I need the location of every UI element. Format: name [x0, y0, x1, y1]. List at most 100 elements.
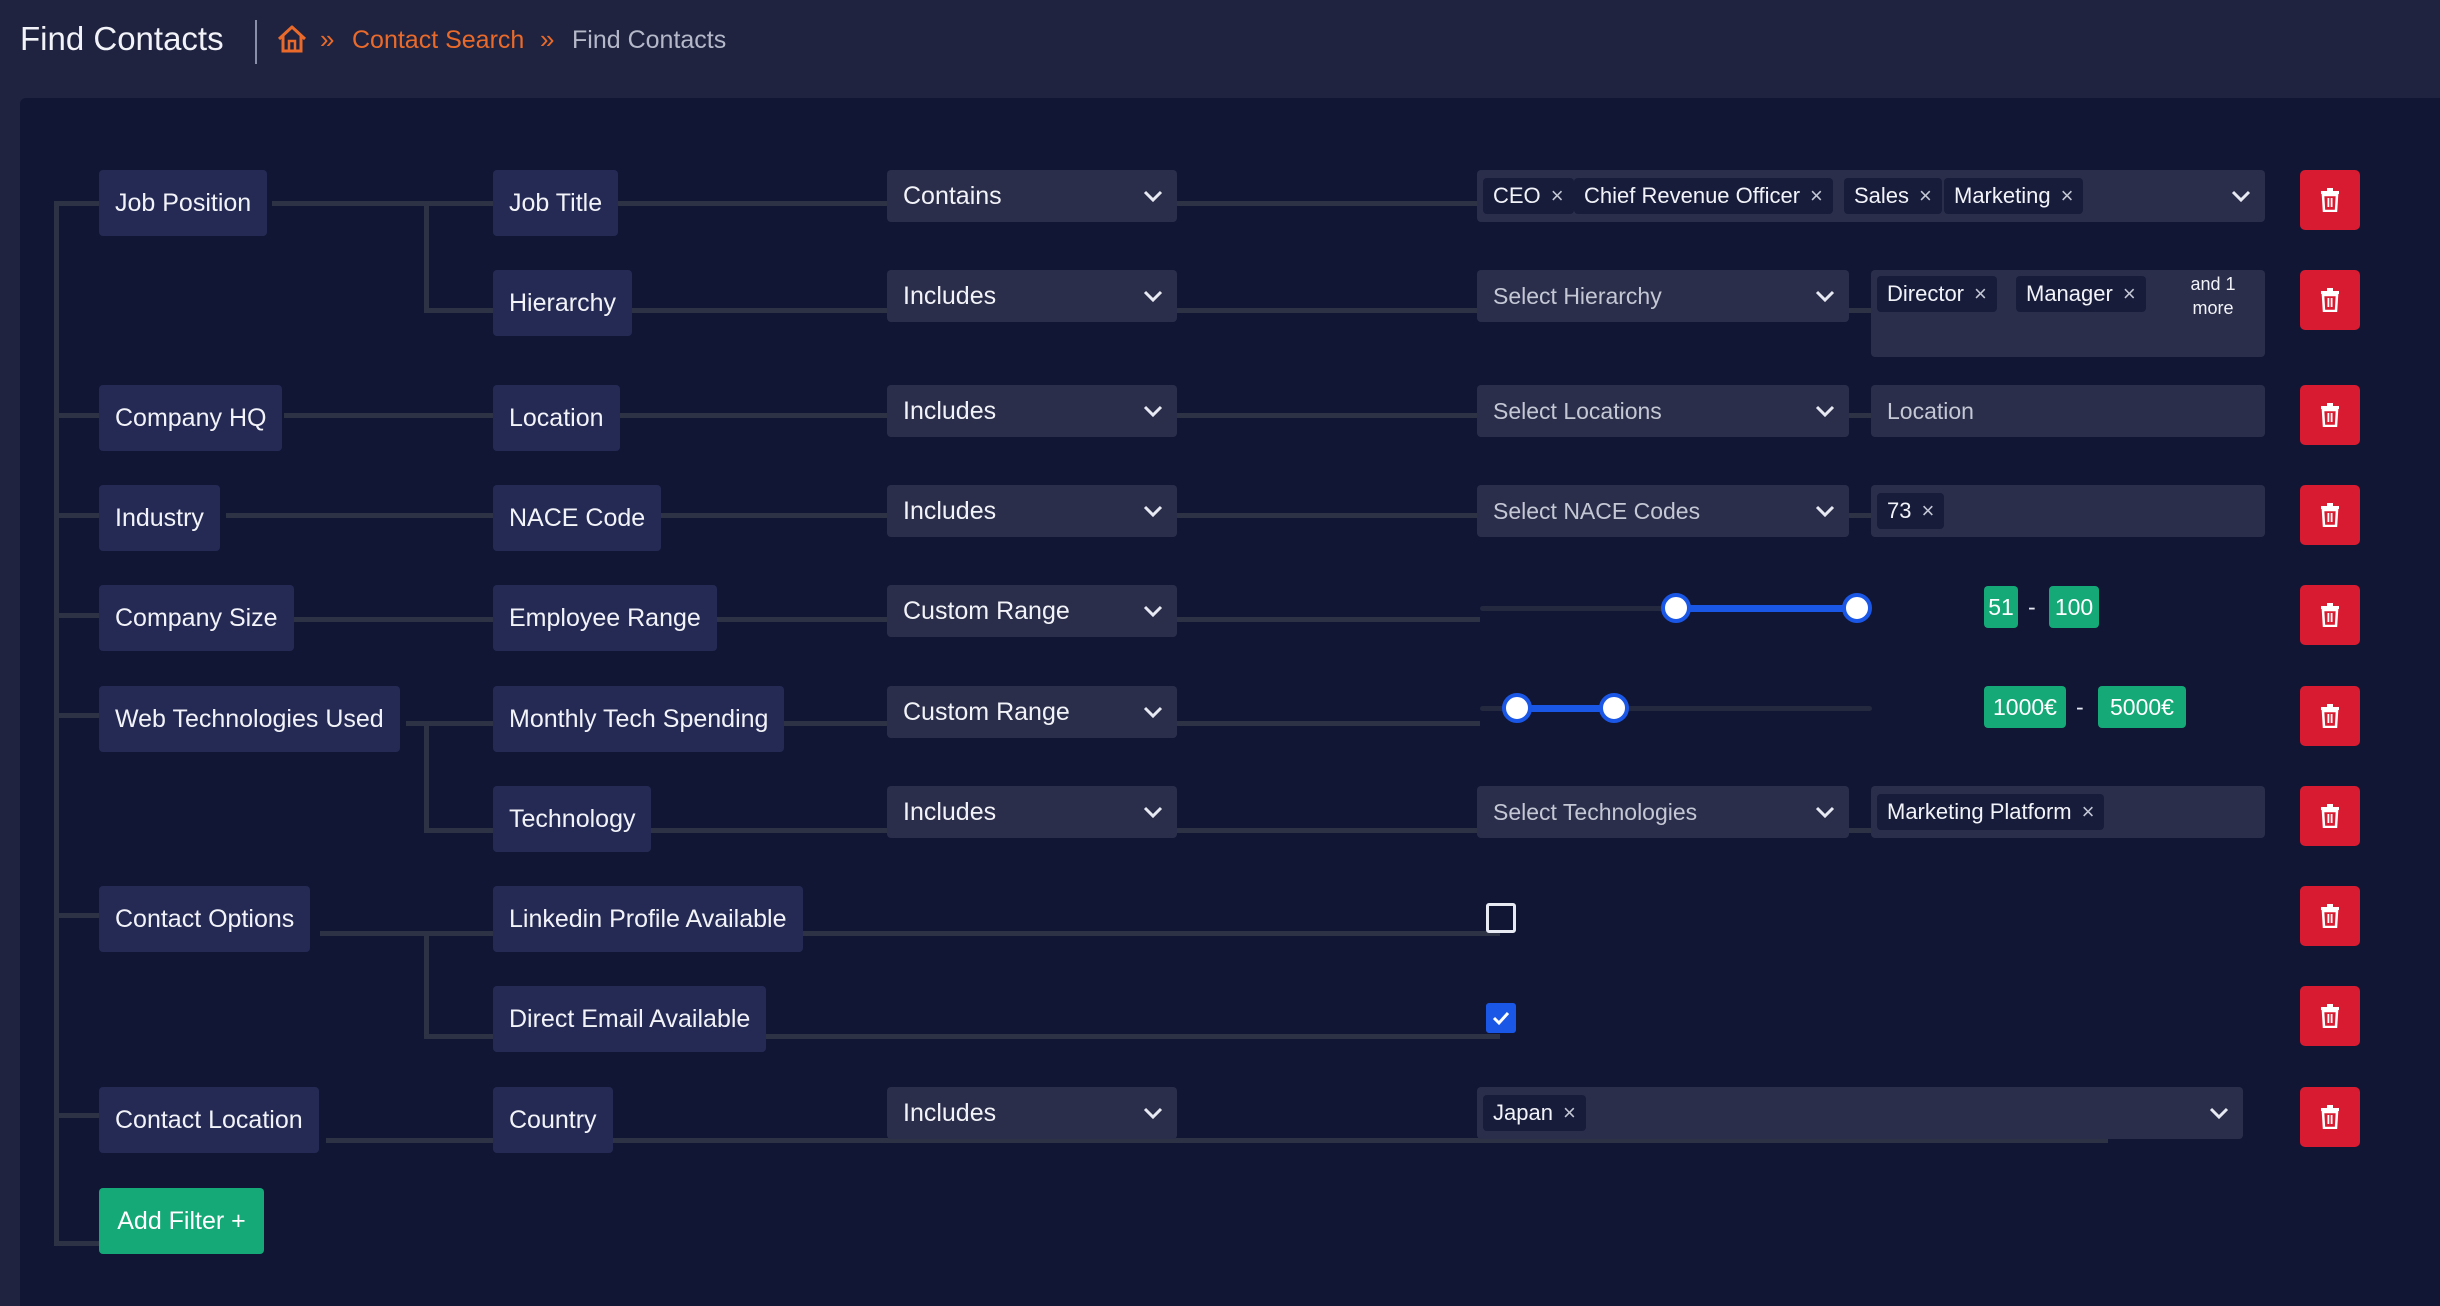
remove-tag-icon[interactable]: ×: [2081, 799, 2095, 824]
trash-icon: [2321, 1105, 2339, 1129]
job-title-tag-select[interactable]: CEO × Chief Revenue Officer × Sales × Marke…: [1477, 170, 2265, 222]
employee-range-slider[interactable]: [1480, 580, 1872, 636]
operator-select-location[interactable]: Includes: [887, 385, 1177, 437]
operator-select-country[interactable]: Includes: [887, 1087, 1177, 1139]
chevron-down-icon: [1143, 806, 1163, 818]
operator-value: Includes: [903, 281, 997, 310]
filter-field-location[interactable]: Location: [493, 385, 620, 451]
filter-category-company-hq[interactable]: Company HQ: [99, 385, 283, 451]
direct-email-checkbox[interactable]: [1486, 1003, 1516, 1033]
tag-chief-revenue-officer: Chief Revenue Officer ×: [1574, 178, 1833, 214]
filter-field-direct-email[interactable]: Direct Email Available: [493, 986, 767, 1052]
technology-tag-box[interactable]: Marketing Platform ×: [1871, 786, 2265, 838]
chevron-down-icon: [1143, 405, 1163, 417]
slider-max-handle[interactable]: [1842, 593, 1872, 623]
delete-filter-button[interactable]: [2300, 786, 2360, 846]
chevron-down-icon: [1815, 405, 1835, 417]
remove-tag-icon[interactable]: ×: [1921, 498, 1935, 523]
remove-tag-icon[interactable]: ×: [1550, 183, 1564, 208]
tree-trunk-line: [54, 201, 59, 1246]
delete-filter-button[interactable]: [2300, 986, 2360, 1046]
tech-spending-slider[interactable]: [1480, 680, 1872, 736]
tag-japan: Japan ×: [1483, 1095, 1586, 1131]
technologies-select-placeholder: Select Technologies: [1493, 798, 1698, 825]
trash-icon: [2321, 403, 2339, 427]
filter-field-job-title[interactable]: Job Title: [493, 170, 619, 236]
operator-value: Includes: [903, 1098, 997, 1127]
row-connector-line: [424, 308, 1984, 313]
tag-manager: Manager ×: [2016, 276, 2146, 312]
hierarchy-select[interactable]: Select Hierarchy: [1477, 270, 1849, 322]
sub-branch-line: [424, 931, 429, 1039]
nace-codes-select[interactable]: Select NACE Codes: [1477, 485, 1849, 537]
filter-field-linkedin-profile[interactable]: Linkedin Profile Available: [493, 886, 803, 952]
chevron-down-icon: [1143, 605, 1163, 617]
filter-category-industry[interactable]: Industry: [99, 485, 220, 551]
operator-value: Includes: [903, 496, 997, 525]
filter-category-contact-options[interactable]: Contact Options: [99, 886, 311, 952]
slider-fill: [1517, 705, 1614, 712]
add-filter-button[interactable]: Add Filter +: [99, 1188, 264, 1254]
chevron-down-icon: [1815, 505, 1835, 517]
remove-tag-icon[interactable]: ×: [2122, 281, 2136, 306]
location-input[interactable]: Location: [1871, 385, 2265, 437]
filter-category-job-position[interactable]: Job Position: [99, 170, 268, 236]
locations-select[interactable]: Select Locations: [1477, 385, 1849, 437]
operator-select-tech-spending[interactable]: Custom Range: [887, 686, 1177, 738]
delete-filter-button[interactable]: [2300, 170, 2360, 230]
breadcrumb-link-contact-search[interactable]: Contact Search: [352, 26, 525, 54]
filter-field-monthly-tech-spending[interactable]: Monthly Tech Spending: [493, 686, 785, 752]
delete-filter-button[interactable]: [2300, 1087, 2360, 1147]
breadcrumb-current: Find Contacts: [572, 26, 727, 54]
operator-select-job-title[interactable]: Contains: [887, 170, 1177, 222]
slider-min-handle[interactable]: [1661, 593, 1691, 623]
remove-tag-icon[interactable]: ×: [1919, 183, 1932, 208]
filter-category-web-technologies[interactable]: Web Technologies Used: [99, 686, 400, 752]
filter-field-technology[interactable]: Technology: [493, 786, 652, 852]
slider-max-handle[interactable]: [1599, 693, 1629, 723]
range-max-value: 5000€: [2098, 686, 2186, 728]
delete-filter-button[interactable]: [2300, 485, 2360, 545]
filter-field-employee-range[interactable]: Employee Range: [493, 585, 717, 651]
operator-select-nace[interactable]: Includes: [887, 485, 1177, 537]
delete-filter-button[interactable]: [2300, 585, 2360, 645]
hierarchy-select-placeholder: Select Hierarchy: [1493, 282, 1662, 309]
remove-tag-icon[interactable]: ×: [1562, 1100, 1576, 1125]
country-tag-select[interactable]: Japan ×: [1477, 1087, 2243, 1139]
filter-category-company-size[interactable]: Company Size: [99, 585, 294, 651]
operator-select-hierarchy[interactable]: Includes: [887, 270, 1177, 322]
slider-min-handle[interactable]: [1502, 693, 1532, 723]
trash-icon: [2321, 804, 2339, 828]
hierarchy-tag-box[interactable]: Director × Manager × and 1 more: [1871, 270, 2265, 357]
row-connector-line: [272, 201, 1480, 206]
filter-category-contact-location[interactable]: Contact Location: [99, 1087, 319, 1153]
chevron-down-icon: [2231, 190, 2251, 202]
trash-icon: [2321, 288, 2339, 312]
breadcrumb-separator: »: [320, 24, 335, 54]
sub-branch-line: [424, 721, 429, 832]
remove-tag-icon[interactable]: ×: [1810, 183, 1823, 208]
linkedin-checkbox[interactable]: [1486, 903, 1516, 933]
delete-filter-button[interactable]: [2300, 385, 2360, 445]
filter-field-hierarchy[interactable]: Hierarchy: [493, 270, 632, 336]
tree-branch-line: [54, 1241, 99, 1246]
filter-field-country[interactable]: Country: [493, 1087, 613, 1153]
delete-filter-button[interactable]: [2300, 270, 2360, 330]
row-connector-line: [326, 1138, 2108, 1143]
slider-track: [1480, 706, 1872, 711]
operator-select-employee-range[interactable]: Custom Range: [887, 585, 1177, 637]
technologies-select[interactable]: Select Technologies: [1477, 786, 1849, 838]
delete-filter-button[interactable]: [2300, 686, 2360, 746]
tag-marketing: Marketing ×: [1944, 178, 2084, 214]
remove-tag-icon[interactable]: ×: [2060, 183, 2074, 208]
top-bar: Find Contacts » Contact Search » Find Co…: [0, 0, 2440, 82]
delete-filter-button[interactable]: [2300, 886, 2360, 946]
remove-tag-icon[interactable]: ×: [1974, 281, 1987, 306]
tree-branch-line: [54, 613, 99, 618]
home-icon[interactable]: [276, 24, 308, 54]
more-tags-note[interactable]: and 1 more: [2190, 274, 2236, 318]
nace-tag-box[interactable]: 73 ×: [1871, 485, 2265, 537]
filter-field-nace-code[interactable]: NACE Code: [493, 485, 662, 551]
operator-select-technology[interactable]: Includes: [887, 786, 1177, 838]
tag-ceo: CEO ×: [1483, 178, 1574, 214]
